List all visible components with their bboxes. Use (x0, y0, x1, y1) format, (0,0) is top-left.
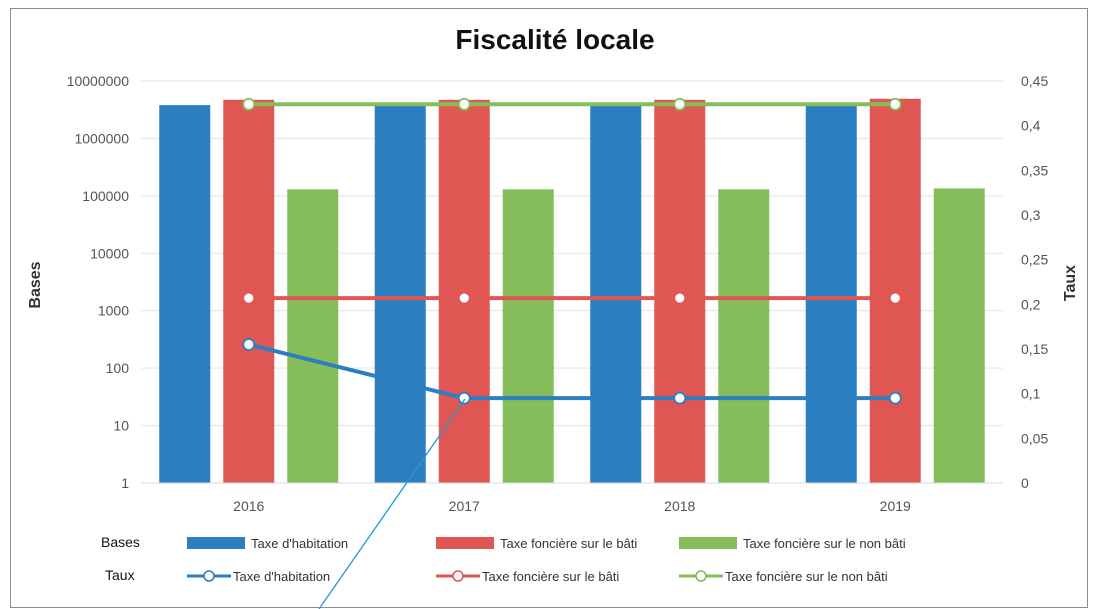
rate-line (248, 342, 896, 401)
rate-lines (242, 97, 902, 405)
x-ticks: 2016 2017 2018 2019 (233, 498, 911, 514)
legend-marker (203, 570, 215, 582)
y-right-tick-label: 0,25 (1021, 252, 1048, 268)
y-right-ticks: 0 0,05 0,1 0,15 0,2 0,25 0,3 0,35 0,4 0,45 (1021, 73, 1048, 491)
bar (438, 99, 490, 484)
bar (223, 99, 275, 484)
y-right-tick-label: 0,1 (1021, 386, 1041, 402)
y-left-tick-label: 100 (106, 360, 130, 376)
y-right-tick-label: 0,2 (1021, 296, 1041, 312)
x-tick-label: 2017 (449, 498, 480, 514)
rate-marker (457, 291, 471, 305)
legend-swatch (436, 537, 494, 549)
bar (933, 188, 985, 483)
legend-items: Taxe d'habitation Taxe foncière sur le bâ… (187, 536, 906, 584)
bars (159, 98, 985, 484)
y-left-tick-label: 10 (113, 418, 129, 434)
bar (159, 105, 211, 483)
rate-marker (673, 291, 687, 305)
y-left-tick-label: 10000 (90, 245, 129, 261)
y-left-ticks: 1 10 100 1000 10000 100000 1000000 10000000 (67, 73, 130, 491)
y-left-tick-label: 10000000 (67, 73, 130, 89)
rate-marker (888, 291, 902, 305)
chart-frame: Fiscalité locale 1 10 100 1000 10000 100000 10… (10, 8, 1088, 609)
bar (374, 105, 426, 483)
bar (869, 98, 921, 483)
y-axis-left-title: Bases (27, 261, 44, 308)
y-left-tick-label: 100000 (82, 188, 129, 204)
chart-svg: Fiscalité locale 1 10 100 1000 10000 100000 10… (27, 24, 1079, 609)
y-right-tick-label: 0,3 (1021, 207, 1041, 223)
rate-marker (673, 97, 687, 111)
legend-taux-label: Taux (105, 567, 135, 583)
legend-label: Taxe foncière sur le bâti (500, 536, 637, 551)
leader-line (318, 398, 466, 609)
rate-marker (457, 391, 471, 405)
legend-marker (452, 570, 464, 582)
bar (287, 189, 339, 483)
legend-marker (695, 570, 707, 582)
rate-marker (242, 97, 256, 111)
chart-title: Fiscalité locale (455, 24, 654, 55)
bar (805, 105, 857, 483)
legend-bases-label: Bases (101, 534, 140, 550)
x-tick-label: 2016 (233, 498, 264, 514)
rate-marker (457, 97, 471, 111)
y-right-tick-label: 0 (1021, 475, 1029, 491)
y-right-tick-label: 0,15 (1021, 341, 1048, 357)
legend: Bases Taux Taxe d'habitation Taxe foncièr… (101, 534, 906, 584)
y-right-tick-label: 0,05 (1021, 430, 1048, 446)
bar (718, 189, 770, 483)
x-tick-label: 2018 (664, 498, 695, 514)
rate-marker (888, 97, 902, 111)
rate-marker (888, 391, 902, 405)
legend-swatch (187, 537, 245, 549)
rate-marker (242, 338, 256, 351)
y-left-tick-label: 1000 (98, 303, 129, 319)
legend-label: Taxe d'habitation (233, 569, 330, 584)
y-left-tick-label: 1 (121, 475, 129, 491)
x-tick-label: 2019 (880, 498, 911, 514)
legend-label: Taxe d'habitation (251, 536, 348, 551)
rate-marker (673, 391, 687, 405)
y-right-tick-label: 0,35 (1021, 162, 1048, 178)
legend-label: Taxe foncière sur le non bâti (743, 536, 906, 551)
y-right-tick-label: 0,45 (1021, 73, 1048, 89)
bar (654, 99, 706, 484)
bar (502, 189, 554, 483)
gridlines (141, 80, 1003, 427)
y-right-tick-label: 0,4 (1021, 118, 1041, 134)
y-left-tick-label: 1000000 (74, 130, 129, 146)
rate-marker (242, 291, 256, 305)
y-axis-right-title: Taux (1062, 265, 1079, 301)
bar (590, 105, 642, 483)
legend-swatch (679, 537, 737, 549)
legend-label: Taxe foncière sur le bâti (482, 569, 619, 584)
legend-label: Taxe foncière sur le non bâti (725, 569, 888, 584)
